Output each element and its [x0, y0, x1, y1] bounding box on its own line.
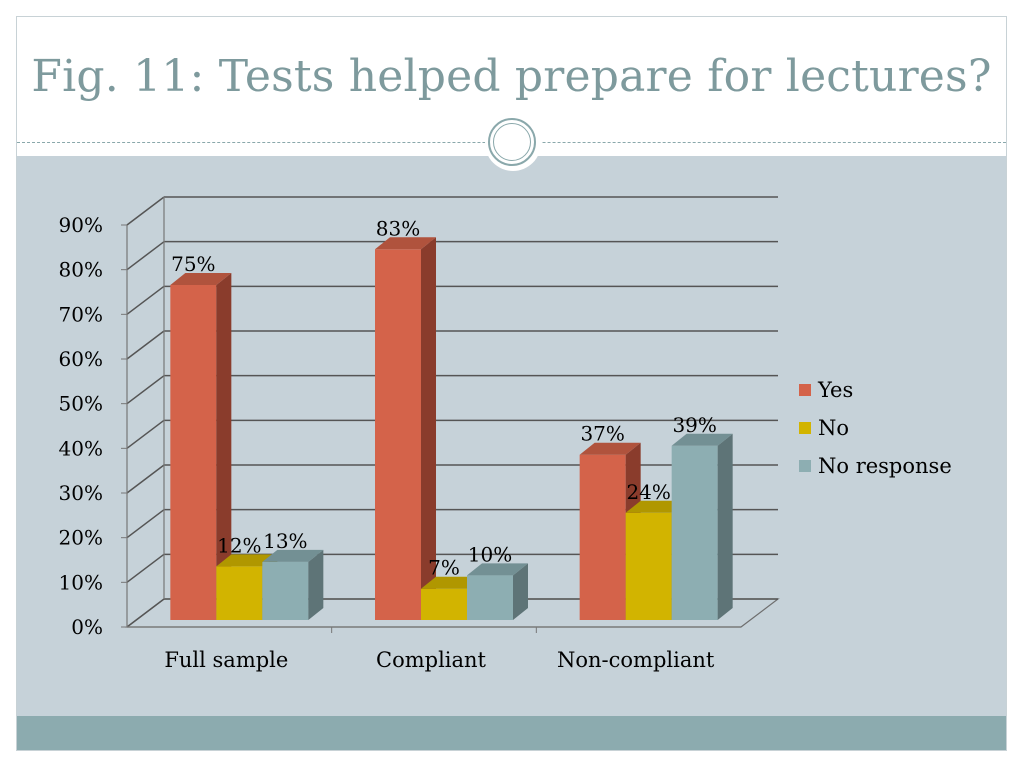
- gridline-diagonal: [126, 375, 165, 405]
- bar-top: [375, 237, 436, 250]
- bar-front: [671, 445, 718, 620]
- data-label: 12%: [217, 533, 261, 557]
- bar-top: [421, 576, 482, 589]
- bar-front: [216, 566, 263, 620]
- data-label: 83%: [376, 216, 420, 240]
- legend-swatch: [799, 422, 811, 434]
- bar-top: [170, 273, 232, 285]
- legend-swatch: [799, 384, 811, 396]
- bar-front: [262, 561, 309, 620]
- y-tick-label: 10%: [59, 570, 103, 594]
- y-tick-label: 70%: [59, 302, 103, 326]
- bar-front: [170, 285, 217, 620]
- bar-no-response: [671, 433, 733, 620]
- bar-front: [579, 454, 626, 620]
- gridline-diagonal: [126, 196, 165, 226]
- bar-side: [513, 563, 528, 620]
- bar-side: [308, 549, 324, 620]
- bar-chart: 0% 10% 20% 30% 40% 50% 60% 70% 80% 90% Full sample…: [59, 196, 952, 672]
- y-tick-label: 30%: [59, 481, 103, 505]
- gridline-diagonal: [126, 553, 165, 583]
- gridline-diagonal: [126, 285, 165, 315]
- gridline-diagonal: [126, 464, 165, 494]
- gridline-diagonal: [126, 509, 165, 539]
- bar-side: [421, 237, 436, 620]
- bar-top: [625, 500, 687, 513]
- bar-yes: [375, 237, 436, 620]
- legend-label: No: [818, 416, 849, 440]
- bar-front: [467, 575, 513, 620]
- legend-swatch: [799, 460, 811, 472]
- legend-label: No response: [818, 454, 952, 478]
- bar-no-response: [262, 549, 324, 620]
- bar-top: [216, 554, 278, 567]
- bar-front: [625, 512, 672, 620]
- data-label: 13%: [263, 529, 307, 553]
- y-tick-label: 40%: [59, 436, 103, 460]
- data-label: 75%: [171, 252, 215, 276]
- x-category-label: Full sample: [164, 648, 288, 672]
- x-category-label: Compliant: [376, 648, 487, 672]
- bar-side: [717, 433, 733, 620]
- slide: Fig. 11: Tests helped prepare for lectur…: [16, 16, 1007, 751]
- bar-front: [421, 588, 467, 620]
- legend-label: Yes: [817, 378, 853, 402]
- bar-no-response: [467, 563, 528, 620]
- data-label: 37%: [580, 422, 624, 446]
- gridline-diagonal: [126, 598, 165, 628]
- y-tick-label: 20%: [59, 526, 103, 550]
- gridline-diagonal: [126, 330, 165, 360]
- data-label: 7%: [428, 556, 460, 580]
- bar-no: [421, 576, 482, 620]
- gridline-diagonal: [126, 241, 165, 271]
- bar-top: [671, 433, 733, 446]
- data-label: 10%: [468, 542, 512, 566]
- slide-title: Fig. 11: Tests helped prepare for lectur…: [31, 51, 992, 102]
- bar-yes: [170, 273, 232, 620]
- bar-top: [262, 549, 324, 562]
- x-category-label: Non-compliant: [557, 648, 715, 672]
- y-tick-label: 80%: [59, 258, 103, 282]
- gridline-diagonal: [126, 419, 165, 449]
- bar-front: [375, 249, 421, 620]
- footer-band: [17, 716, 1006, 750]
- bar-top: [579, 442, 641, 455]
- data-label: 39%: [672, 413, 716, 437]
- data-label: 24%: [626, 480, 670, 504]
- ornament-inner-ring-icon: [493, 123, 531, 161]
- y-tick-label: 60%: [59, 347, 103, 371]
- bar-side: [216, 273, 232, 620]
- y-tick-label: 90%: [59, 213, 103, 237]
- y-tick-label: 50%: [59, 392, 103, 416]
- bar-top: [467, 563, 528, 576]
- y-tick-label: 0%: [71, 615, 103, 639]
